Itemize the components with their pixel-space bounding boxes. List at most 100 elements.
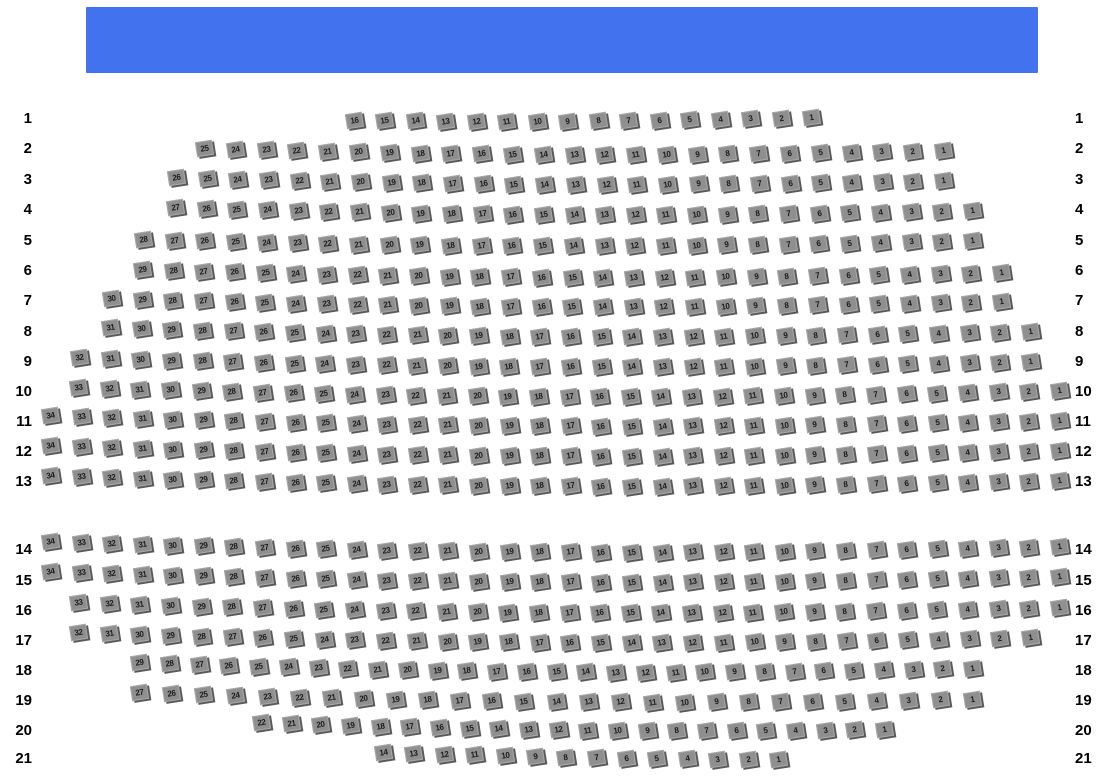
seat[interactable]: 32 [101,564,122,583]
seat[interactable]: 12 [682,633,703,652]
seat[interactable]: 6 [896,540,917,559]
seat[interactable]: 9 [804,386,825,405]
seat[interactable]: 17 [559,603,580,622]
seat[interactable]: 12 [625,205,646,224]
seat[interactable]: 20 [468,476,489,495]
seat[interactable]: 19 [499,416,520,435]
seat[interactable]: 22 [405,386,426,405]
seat[interactable]: 22 [407,415,428,434]
seat[interactable]: 12 [624,236,645,255]
seat[interactable]: 16 [429,718,450,737]
seat[interactable]: 27 [164,231,185,250]
seat[interactable]: 16 [590,417,611,436]
seat[interactable]: 28 [223,537,244,556]
seat[interactable]: 7 [866,414,887,433]
seat[interactable]: 16 [471,144,492,163]
seat[interactable]: 15 [533,205,554,224]
seat[interactable]: 31 [132,565,153,584]
seat[interactable]: 8 [747,204,768,223]
seat[interactable]: 8 [805,632,826,651]
seat[interactable]: 23 [256,140,277,159]
seat[interactable]: 3 [930,293,951,312]
seat[interactable]: 16 [531,268,552,287]
seat[interactable]: 22 [375,631,396,650]
seat[interactable]: 11 [713,357,734,376]
seat[interactable]: 13 [623,297,644,316]
seat[interactable]: 19 [409,235,430,254]
seat[interactable]: 10 [674,693,695,712]
seat[interactable]: 7 [836,325,857,344]
seat[interactable]: 24 [227,170,248,189]
seat[interactable]: 7 [586,748,607,767]
seat[interactable]: 6 [896,601,917,620]
seat[interactable]: 12 [713,572,734,591]
seat[interactable]: 26 [166,168,187,187]
seat[interactable]: 2 [989,629,1010,648]
seat[interactable]: 11 [625,145,646,164]
seat[interactable]: 15 [546,662,567,681]
seat[interactable]: 18 [499,327,520,346]
seat[interactable]: 4 [928,324,949,343]
seat[interactable]: 9 [717,205,738,224]
seat[interactable]: 12 [610,692,631,711]
seat[interactable]: 27 [129,683,150,702]
seat[interactable]: 9 [775,326,796,345]
seat[interactable]: 7 [836,631,857,650]
seat[interactable]: 17 [529,327,550,346]
seat[interactable]: 14 [564,205,585,224]
seat[interactable]: 5 [927,443,948,462]
seat[interactable]: 24 [346,540,367,559]
seat[interactable]: 21 [437,541,458,560]
seat[interactable]: 19 [340,716,361,735]
seat[interactable]: 1 [1020,352,1041,371]
seat[interactable]: 14 [592,268,613,287]
seat[interactable]: 6 [649,111,670,130]
seat[interactable]: 19 [385,690,406,709]
seat[interactable]: 22 [407,541,428,560]
seat[interactable]: 14 [650,603,671,622]
seat[interactable]: 4 [677,749,698,768]
seat[interactable]: 24 [225,140,246,159]
seat[interactable]: 6 [896,474,917,493]
seat[interactable]: 3 [988,568,1009,587]
seat[interactable]: 8 [555,748,576,767]
seat[interactable]: 24 [315,324,336,343]
seat[interactable]: 7 [866,444,887,463]
seat[interactable]: 20 [380,203,401,222]
seat[interactable]: 3 [959,353,980,372]
seat[interactable]: 4 [870,233,891,252]
seat[interactable]: 34 [40,532,61,551]
seat[interactable]: 22 [405,601,426,620]
seat[interactable]: 21 [407,325,428,344]
seat[interactable]: 9 [804,571,825,590]
seat[interactable]: 3 [871,142,892,161]
seat[interactable]: 2 [844,720,865,739]
seat[interactable]: 14 [621,633,642,652]
seat[interactable]: 30 [160,596,181,615]
seat[interactable]: 28 [221,382,242,401]
seat[interactable]: 3 [959,629,980,648]
seat[interactable]: 1 [962,231,983,250]
seat[interactable]: 7 [778,204,799,223]
seat[interactable]: 8 [666,721,687,740]
seat[interactable]: 33 [68,593,89,612]
seat[interactable]: 5 [897,354,918,373]
seat[interactable]: 13 [623,268,644,287]
seat[interactable]: 3 [930,264,951,283]
seat[interactable]: 5 [843,661,864,680]
seat[interactable]: 27 [222,352,243,371]
seat[interactable]: 26 [253,353,274,372]
seat[interactable]: 18 [410,144,431,163]
seat[interactable]: 7 [866,540,887,559]
seat[interactable]: 25 [248,657,269,676]
seat[interactable]: 23 [376,445,397,464]
seat[interactable]: 31 [132,409,153,428]
seat[interactable]: 8 [834,602,855,621]
seat[interactable]: 2 [1018,599,1039,618]
seat[interactable]: 2 [960,264,981,283]
seat[interactable]: 14 [405,111,426,130]
seat[interactable]: 10 [686,236,707,255]
seat[interactable]: 31 [132,469,153,488]
seat[interactable]: 16 [590,543,611,562]
seat[interactable]: 34 [40,562,61,581]
